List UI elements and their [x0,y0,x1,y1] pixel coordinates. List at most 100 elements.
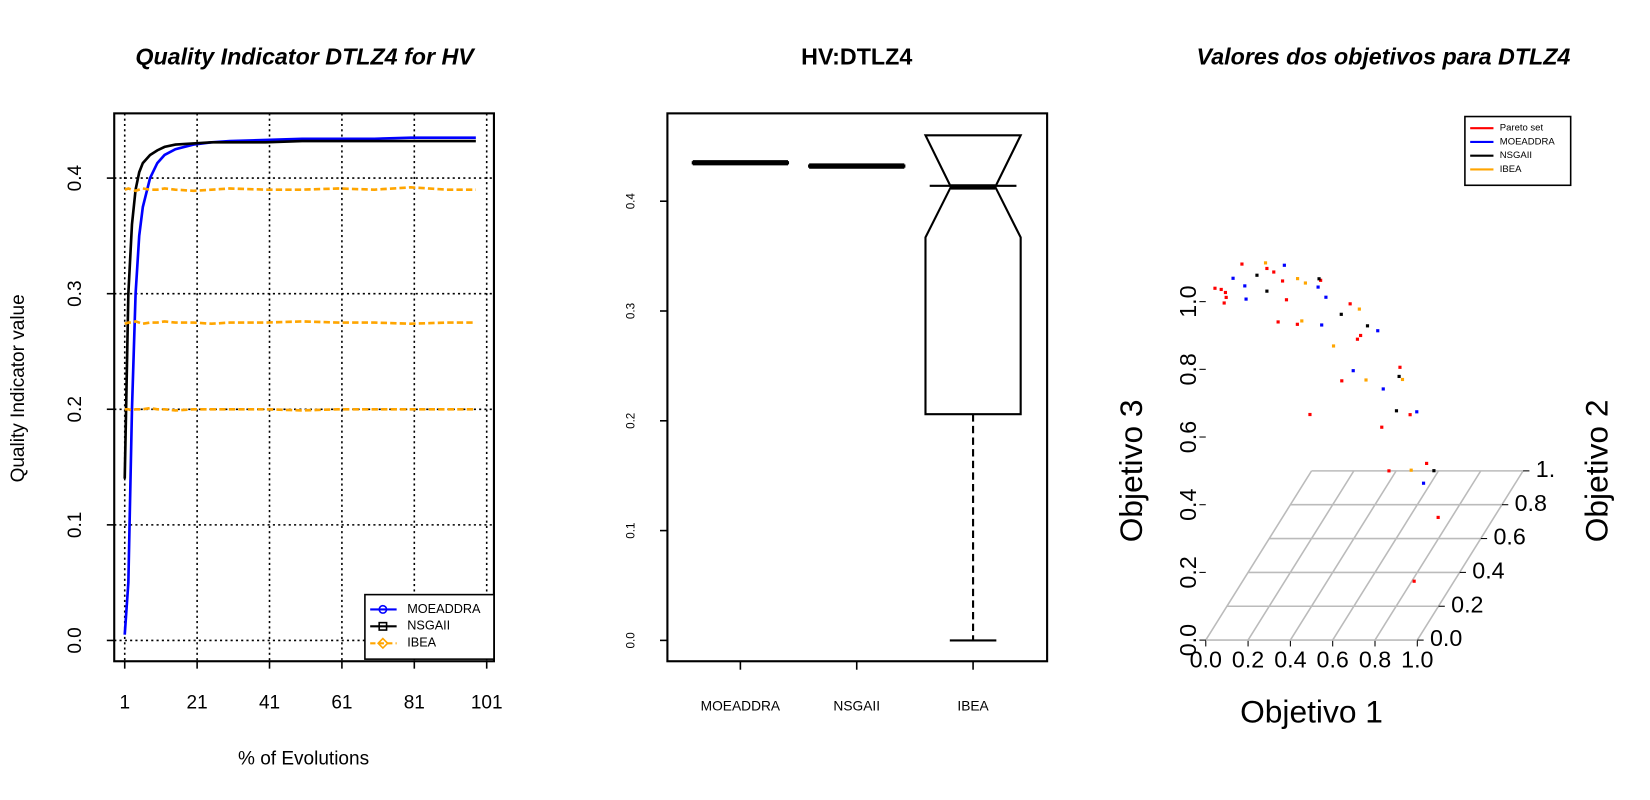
point [1339,312,1343,316]
point [1284,298,1289,302]
point [1400,377,1405,382]
point [1308,412,1312,417]
point [1316,285,1320,289]
x-tick-label: 0.2 [1232,646,1264,672]
x-tick-label: MOEADDRA [701,698,781,713]
series-line [124,320,476,326]
point [1320,323,1324,327]
point [1376,329,1380,333]
point [1324,295,1328,299]
point [1224,295,1228,299]
y-tick-label: 0.3 [65,280,86,306]
point [1397,374,1401,379]
point [1317,277,1321,281]
y-tick-label: 0.2 [1451,591,1483,617]
x-tick-label: 1.0 [1401,646,1433,672]
y-tick-label: 0.0 [625,632,638,649]
x-tick-label: 0.0 [1190,646,1222,672]
y-tick-label: 0.1 [65,512,86,538]
point [1255,273,1259,277]
grid-line [1332,470,1440,641]
point [1365,324,1370,328]
point [1409,468,1413,472]
x-axis-label: Objetivo 1 [1240,694,1383,730]
point [1219,287,1223,292]
z-tick-label: 0.8 [1175,353,1201,385]
point [1240,262,1244,266]
point [1243,284,1247,288]
point [1331,344,1336,348]
point [1282,263,1286,267]
y-tick-label: 0.8 [1515,490,1547,516]
point [1340,379,1344,383]
point [1300,319,1304,323]
x-tick-label: 0.6 [1317,646,1349,672]
point [1263,261,1268,265]
legend-marker [378,604,388,614]
x-tick-label: 21 [187,693,208,714]
point [1380,425,1384,429]
point [1265,289,1269,293]
legend-label: MOEADDRA [407,602,481,616]
x-tick-label: 41 [259,693,280,714]
z-tick-label: 0.4 [1175,488,1201,520]
z-axis-label: Objetivo 3 [1113,399,1149,542]
point [1303,281,1307,285]
y-axis-label: Quality Indicator value [8,294,29,482]
point [1408,413,1412,417]
y-tick-label: 0.2 [65,396,86,422]
point [1381,387,1385,391]
x-tick-label: 101 [471,693,503,714]
grid-line [1374,470,1482,641]
series-line [123,136,476,635]
point [1280,279,1285,283]
point [1213,286,1217,290]
notched-box [923,134,1023,416]
y-tick-label: 0.3 [625,303,638,319]
point [1412,579,1416,583]
series-line [124,186,476,193]
point [1387,469,1391,473]
y-tick-label: 0.1 [625,523,638,539]
x-tick-label: 81 [404,693,425,714]
x-tick-label: NSGAII [833,698,880,713]
legend-label: NSGAII [407,619,450,633]
point [1295,277,1300,281]
legend-marker [377,637,389,650]
series-line [124,406,476,412]
legend-label: IBEA [407,636,436,650]
legend-marker [378,621,388,631]
y-tick-label: 0.4 [1472,558,1504,584]
z-tick-label: 0.2 [1175,556,1201,588]
z-tick-label: 0.0 [1175,624,1201,656]
point [1421,481,1426,485]
x-tick-label: 0.8 [1359,646,1391,672]
point [1425,461,1429,466]
point [1223,290,1228,295]
y-tick-label: 1. [1536,456,1555,482]
legend-label: NSGAII [1500,150,1532,161]
legend-label: IBEA [1500,164,1522,175]
point [1432,469,1436,473]
point [1415,410,1419,414]
x-tick-label: IBEA [957,698,989,713]
x-tick-label: 61 [331,693,352,714]
legend-label: Pareto set [1500,123,1544,134]
z-tick-label: 0.6 [1175,421,1201,453]
point [1276,320,1280,324]
point [1348,302,1352,306]
y-tick-label: 0.2 [625,413,638,429]
point [1295,322,1299,326]
y-tick-label: 0.0 [65,627,86,653]
grid-line [1205,470,1313,641]
x-axis-label: % of Evolutions [238,749,369,770]
y-tick-label: 0.0 [1430,625,1462,651]
y-axis-label: Objetivo 2 [1579,399,1615,542]
point [1272,270,1276,274]
point [1351,369,1355,373]
point [1364,378,1368,382]
plot-frame [113,112,495,663]
point [1355,337,1360,341]
